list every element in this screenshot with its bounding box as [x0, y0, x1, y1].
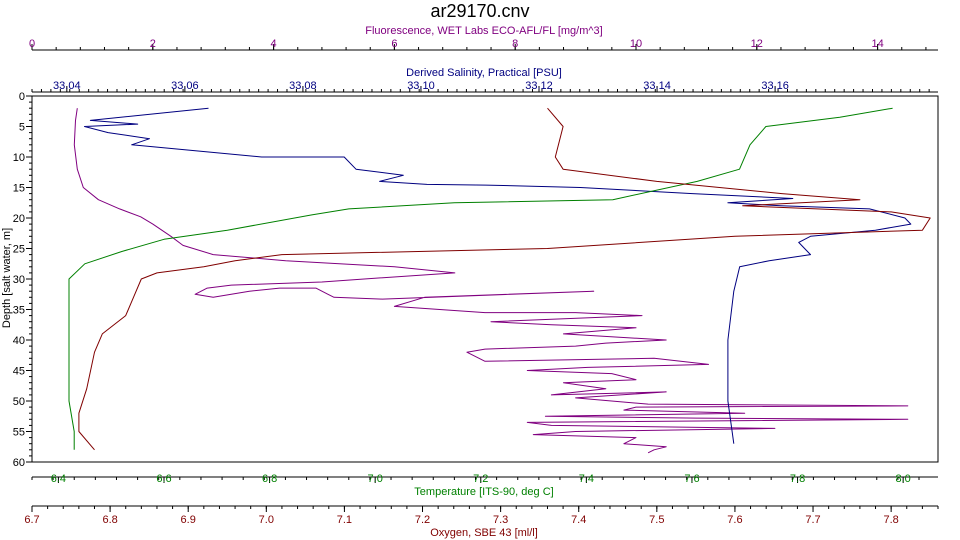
temperature-tick-label: 7.2	[473, 473, 488, 485]
oxygen-tick-label: 7.1	[337, 514, 352, 526]
depth-tick-label: 50	[13, 396, 25, 408]
oxygen-tick-label: 6.9	[181, 514, 196, 526]
depth-tick-label: 10	[13, 152, 25, 164]
fluorescence-tick-label: 0	[29, 38, 35, 50]
oxygen-tick-label: 7.8	[883, 514, 898, 526]
depth-tick-label: 0	[19, 91, 25, 103]
salinity-series-line	[84, 107, 912, 444]
salinity-tick-label: 33.06	[171, 80, 199, 92]
temperature-tick-label: 6.4	[51, 473, 66, 485]
depth-tick-label: 15	[13, 183, 25, 195]
temperature-tick-label: 6.8	[262, 473, 277, 485]
depth-tick-label: 35	[13, 305, 25, 317]
fluorescence-tick-label: 8	[512, 38, 518, 50]
salinity-tick-label: 33.12	[525, 80, 553, 92]
oxygen-tick-label: 7.5	[649, 514, 664, 526]
fluorescence-tick-label: 14	[871, 38, 883, 50]
oxygen-series-line	[78, 107, 931, 451]
salinity-axis-label: Derived Salinity, Practical [PSU]	[406, 67, 562, 79]
plot-area	[68, 107, 931, 454]
depth-tick-label: 40	[13, 335, 25, 347]
fluorescence-tick-label: 6	[391, 38, 397, 50]
temperature-tick-label: 7.4	[579, 473, 594, 485]
fluorescence-series-line	[73, 108, 909, 454]
oxygen-tick-label: 7.2	[415, 514, 430, 526]
salinity-tick-label: 33.16	[761, 80, 789, 92]
depth-tick-label: 20	[13, 213, 25, 225]
chart-title: ar29170.cnv	[430, 1, 529, 21]
temperature-tick-label: 7.8	[790, 473, 805, 485]
oxygen-axis-label: Oxygen, SBE 43 [ml/l]	[430, 527, 538, 539]
salinity-tick-label: 33.08	[289, 80, 317, 92]
depth-tick-label: 5	[19, 122, 25, 134]
depth-tick-label: 45	[13, 366, 25, 378]
axes: 0 2 4 6 8 10 12 14 33.04 33.06 33.08 33.10 33.12 33.1…	[13, 38, 939, 526]
depth-tick-label: 30	[13, 274, 25, 286]
temperature-tick-label: 7.0	[368, 473, 383, 485]
salinity-tick-label: 33.10	[407, 80, 435, 92]
fluorescence-axis-label: Fluorescence, WET Labs ECO-AFL/FL [mg/m^…	[365, 25, 602, 37]
temperature-axis-label: Temperature [ITS-90, deg C]	[414, 486, 553, 498]
oxygen-tick-label: 6.7	[24, 514, 39, 526]
fluorescence-tick-label: 10	[630, 38, 642, 50]
depth-tick-label: 25	[13, 244, 25, 256]
fluorescence-tick-label: 4	[271, 38, 277, 50]
oxygen-tick-label: 7.7	[805, 514, 820, 526]
oxygen-tick-label: 7.4	[571, 514, 586, 526]
oxygen-tick-label: 7.0	[259, 514, 274, 526]
oxygen-tick-label: 7.3	[493, 514, 508, 526]
temperature-tick-label: 6.6	[156, 473, 171, 485]
temperature-tick-label: 8.0	[896, 473, 911, 485]
temperature-tick-label: 7.6	[684, 473, 699, 485]
oxygen-tick-label: 6.8	[102, 514, 117, 526]
depth-axis-label: Depth [salt water, m]	[1, 228, 13, 328]
salinity-tick-label: 33.04	[53, 80, 81, 92]
depth-tick-label: 55	[13, 427, 25, 439]
temperature-series-line	[68, 107, 893, 450]
oxygen-tick-label: 7.6	[727, 514, 742, 526]
salinity-tick-label: 33.14	[643, 80, 671, 92]
plot-frame	[31, 95, 939, 463]
depth-tick-label: 60	[13, 457, 25, 469]
fluorescence-tick-label: 2	[150, 38, 156, 50]
fluorescence-tick-label: 12	[751, 38, 763, 50]
